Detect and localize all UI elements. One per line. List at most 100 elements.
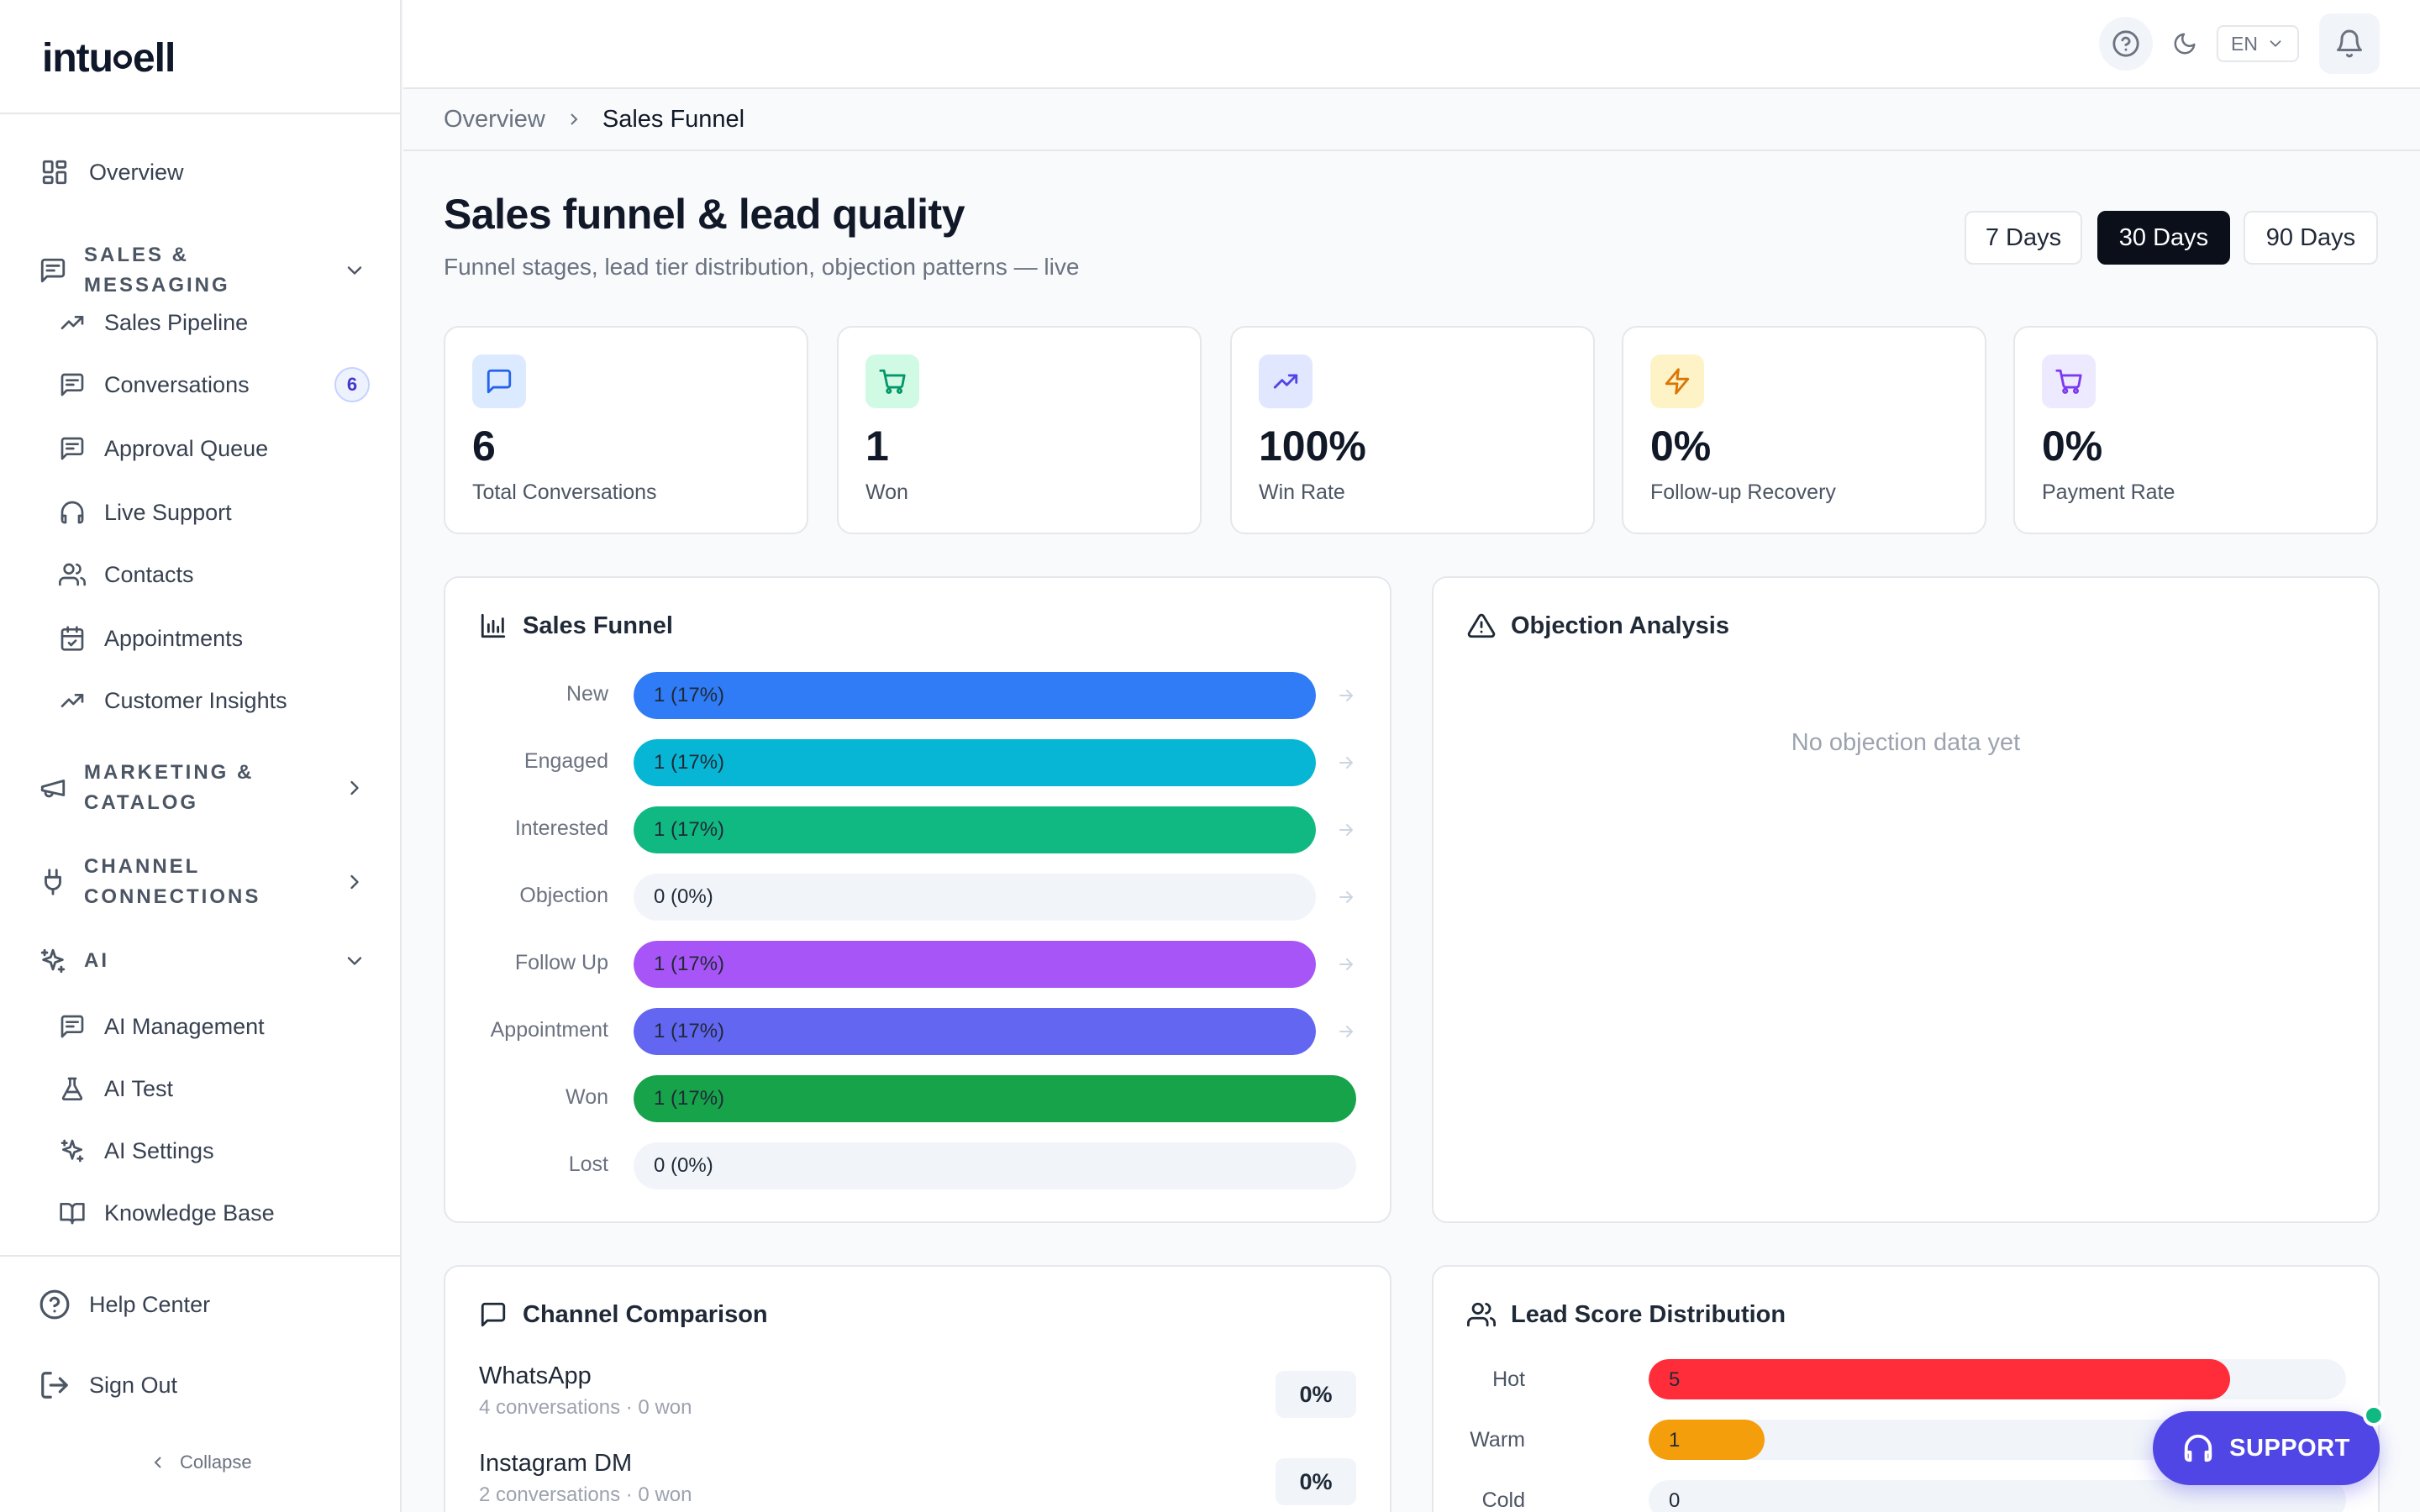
sidebar-item-overview[interactable]: Overview (40, 158, 184, 186)
sidebar-footer: Help Center Sign Out Collapse (0, 1255, 400, 1512)
funnel-stage-track: 1 (17%) (634, 806, 1316, 853)
channel-name: Instagram DM (479, 1450, 633, 1477)
funnel-stage-value: 1 (17%) (654, 751, 725, 774)
help-center-link[interactable]: Help Center (39, 1289, 210, 1320)
megaphone-icon (40, 780, 66, 798)
sidebar-item-contacts[interactable]: Contacts (59, 561, 370, 588)
top-bar: EN (403, 0, 2420, 89)
funnel-stage-bar (634, 739, 1316, 786)
collapse-label: Collapse (180, 1452, 252, 1473)
arrow-right-icon (1339, 690, 1353, 701)
lead-score-value: 1 (1669, 1429, 1681, 1452)
brand-logo[interactable]: intu ell (0, 0, 400, 114)
page-title: Sales funnel & lead quality (444, 191, 965, 238)
section-label: CHANNEL CONNECTIONS (84, 852, 343, 912)
arrow-right-icon (1339, 891, 1353, 903)
chevron-down-icon (347, 957, 362, 965)
funnel-stage-value: 1 (17%) (654, 1087, 725, 1110)
section-label-line: MARKETING & (84, 761, 255, 784)
sidebar-item-customer-insights[interactable]: Customer Insights (59, 687, 370, 714)
channel-win-pct: 0% (1276, 1371, 1356, 1418)
stat-value: 100% (1259, 423, 1366, 470)
sign-out-button[interactable]: Sign Out (39, 1369, 177, 1401)
funnel-stage-row: Objection 0 (0%) (445, 874, 1390, 921)
lead-score-bar (1649, 1420, 1765, 1460)
users-icon (59, 563, 86, 586)
funnel-stage-value: 1 (17%) (654, 1020, 725, 1042)
lead-score-label: Warm (1470, 1428, 1525, 1452)
section-channel-connections[interactable]: CHANNEL CONNECTIONS (39, 852, 366, 912)
headphones-icon (60, 501, 84, 524)
card-header: Lead Score Distribution (1467, 1300, 1786, 1329)
channel-row-instagram: Instagram DM 2 conversations · 0 won 0% (479, 1450, 1356, 1512)
sidebar-item-approval-queue[interactable]: Approval Queue (59, 435, 370, 462)
channel-name: WhatsApp (479, 1362, 592, 1389)
sidebar-item-label: AI Settings (104, 1137, 214, 1163)
channel-comparison-card: Channel Comparison WhatsApp 4 conversati… (444, 1265, 1392, 1512)
help-circle-icon (2112, 30, 2139, 57)
sidebar-item-live-support[interactable]: Live Support (59, 499, 370, 526)
language-select[interactable]: EN (2217, 25, 2299, 62)
section-sales-messaging[interactable]: SALES & MESSAGING (39, 240, 366, 301)
range-30-days-button[interactable]: 30 Days (2097, 211, 2230, 265)
message-square-icon (60, 1015, 84, 1038)
chevron-right-icon (571, 113, 578, 125)
stat-value: 1 (865, 423, 889, 470)
section-ai[interactable]: AI (39, 946, 366, 976)
funnel-stage-row: New 1 (17%) (445, 672, 1390, 719)
funnel-stage-label: Appointment (490, 1018, 608, 1042)
notifications-button[interactable] (2319, 13, 2380, 74)
sidebar-item-conversations[interactable]: Conversations 6 (59, 367, 370, 402)
breadcrumb-parent-link[interactable]: Overview (444, 105, 545, 133)
card-header: Objection Analysis (1467, 612, 1729, 640)
lead-score-label: Hot (1492, 1368, 1525, 1391)
help-center-label: Help Center (89, 1291, 211, 1317)
bar-chart-icon (481, 613, 506, 638)
sidebar-item-label: Customer Insights (104, 687, 287, 713)
sidebar-item-knowledge-base[interactable]: Knowledge Base (59, 1200, 370, 1226)
section-label: AI (84, 949, 109, 972)
stat-label: Total Conversations (472, 480, 657, 504)
lead-score-label: Cold (1481, 1488, 1525, 1512)
message-square-icon (40, 258, 66, 283)
sidebar-item-ai-management[interactable]: AI Management (59, 1013, 370, 1040)
sidebar-item-appointments[interactable]: Appointments (59, 625, 370, 652)
section-label-line: CONNECTIONS (84, 885, 261, 908)
lead-score-value: 0 (1669, 1489, 1681, 1512)
section-label: MARKETING & CATALOG (84, 758, 343, 818)
message-square-icon (487, 369, 512, 394)
funnel-stage-row: Follow Up 1 (17%) (445, 941, 1390, 988)
sidebar-item-ai-settings[interactable]: AI Settings (59, 1137, 370, 1164)
support-button[interactable]: SUPPORT (2153, 1411, 2380, 1485)
help-button[interactable] (2099, 17, 2153, 71)
logo-mark (113, 50, 132, 70)
language-value: EN (2231, 32, 2258, 55)
card-title: Sales Funnel (523, 612, 673, 639)
section-marketing-catalog[interactable]: MARKETING & CATALOG (39, 758, 366, 818)
card-title: Channel Comparison (523, 1300, 768, 1328)
stat-label: Follow-up Recovery (1650, 480, 1836, 504)
card-header: Sales Funnel (479, 612, 673, 640)
breadcrumb-current: Sales Funnel (602, 105, 745, 133)
funnel-stage-track: 1 (17%) (634, 1008, 1316, 1055)
sidebar-item-sales-pipeline[interactable]: Sales Pipeline (59, 309, 370, 336)
funnel-stage-row: Appointment 1 (17%) (445, 1008, 1390, 1055)
stat-card-total-conversations: 6 Total Conversations (444, 326, 808, 534)
stat-card-payment-rate: 0% Payment Rate (2013, 326, 2378, 534)
funnel-stage-label: Objection (519, 884, 608, 907)
logo-text-end: ell (132, 36, 176, 81)
sparkles-icon (60, 1139, 84, 1163)
theme-toggle[interactable] (2168, 27, 2202, 60)
help-circle-icon (39, 1289, 70, 1320)
sidebar-item-label: Live Support (104, 499, 232, 525)
funnel-stage-value: 0 (0%) (654, 1154, 713, 1177)
alert-triangle-icon (1467, 613, 1496, 638)
chevron-down-icon (347, 266, 362, 275)
collapse-sidebar-button[interactable]: Collapse (148, 1452, 252, 1473)
sidebar-item-ai-test[interactable]: AI Test (59, 1075, 370, 1102)
funnel-stage-bar (634, 1008, 1316, 1055)
range-7-days-button[interactable]: 7 Days (1965, 211, 2082, 265)
range-90-days-button[interactable]: 90 Days (2244, 211, 2378, 265)
stat-label: Won (865, 480, 908, 504)
funnel-stage-row: Lost 0 (0%) (445, 1142, 1390, 1189)
